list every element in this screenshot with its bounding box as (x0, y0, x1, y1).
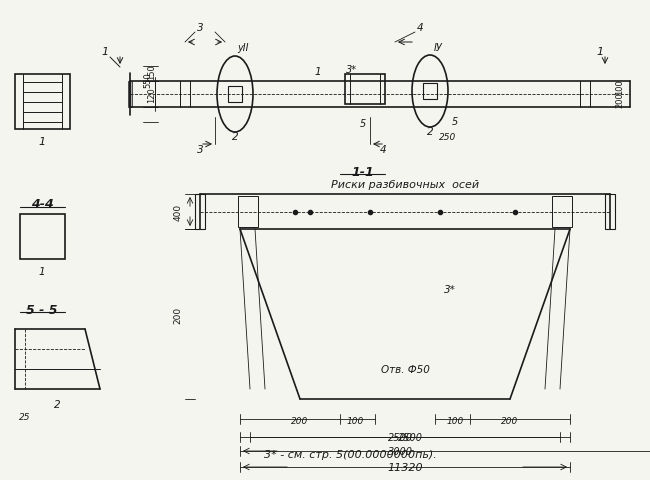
Text: уII: уII (237, 43, 249, 53)
Text: 200: 200 (616, 92, 625, 108)
Text: 1: 1 (39, 266, 46, 276)
Text: 3: 3 (197, 144, 203, 155)
Text: 550: 550 (144, 72, 153, 88)
Bar (128, 82, 132, 108)
Text: 5: 5 (360, 119, 366, 129)
Text: 100: 100 (616, 79, 625, 95)
Text: 250: 250 (439, 133, 457, 142)
Text: 11320: 11320 (387, 462, 422, 472)
Text: 100: 100 (447, 417, 463, 426)
Text: 2500: 2500 (387, 432, 413, 442)
Bar (20, 215, 65, 260)
Text: 400: 400 (174, 204, 183, 221)
Text: 1: 1 (315, 67, 321, 77)
Text: 3* - см. стр. 5(00.0000000пь).: 3* - см. стр. 5(00.0000000пь). (264, 449, 436, 459)
Text: 1: 1 (597, 47, 604, 57)
Text: 100: 100 (346, 417, 363, 426)
Text: 3000: 3000 (387, 446, 413, 456)
Text: 2500: 2500 (398, 432, 423, 442)
Text: 1-1: 1-1 (352, 165, 374, 178)
Bar (228, 87, 242, 103)
Bar (605, 194, 615, 229)
Text: 2: 2 (231, 132, 239, 142)
Bar (15, 75, 70, 130)
Text: 3: 3 (197, 23, 203, 33)
Text: 25: 25 (20, 413, 31, 421)
Bar (238, 197, 258, 228)
Text: Отв. Ф50: Отв. Ф50 (380, 364, 430, 374)
Text: 120: 120 (148, 87, 157, 103)
Text: 4: 4 (380, 144, 386, 155)
Text: 1: 1 (38, 137, 46, 147)
Text: 200: 200 (501, 417, 519, 426)
Bar (423, 84, 437, 100)
Text: 4: 4 (417, 23, 423, 33)
Text: 200: 200 (174, 306, 183, 323)
Text: 5 - 5: 5 - 5 (26, 303, 58, 316)
Text: 2: 2 (426, 127, 434, 137)
Text: 3*: 3* (346, 65, 358, 75)
Text: IУ: IУ (434, 43, 443, 53)
Text: 3*: 3* (444, 285, 456, 294)
Text: 4-4: 4-4 (31, 198, 53, 211)
Bar (195, 194, 205, 229)
Text: 1: 1 (101, 47, 109, 57)
Text: 5: 5 (452, 117, 458, 127)
Bar (552, 197, 572, 228)
Text: 2: 2 (54, 399, 60, 409)
Bar (345, 75, 385, 105)
Text: Риски разбивочных  осей: Риски разбивочных осей (331, 180, 479, 190)
Text: 150: 150 (148, 64, 157, 80)
Text: 200: 200 (291, 417, 309, 426)
